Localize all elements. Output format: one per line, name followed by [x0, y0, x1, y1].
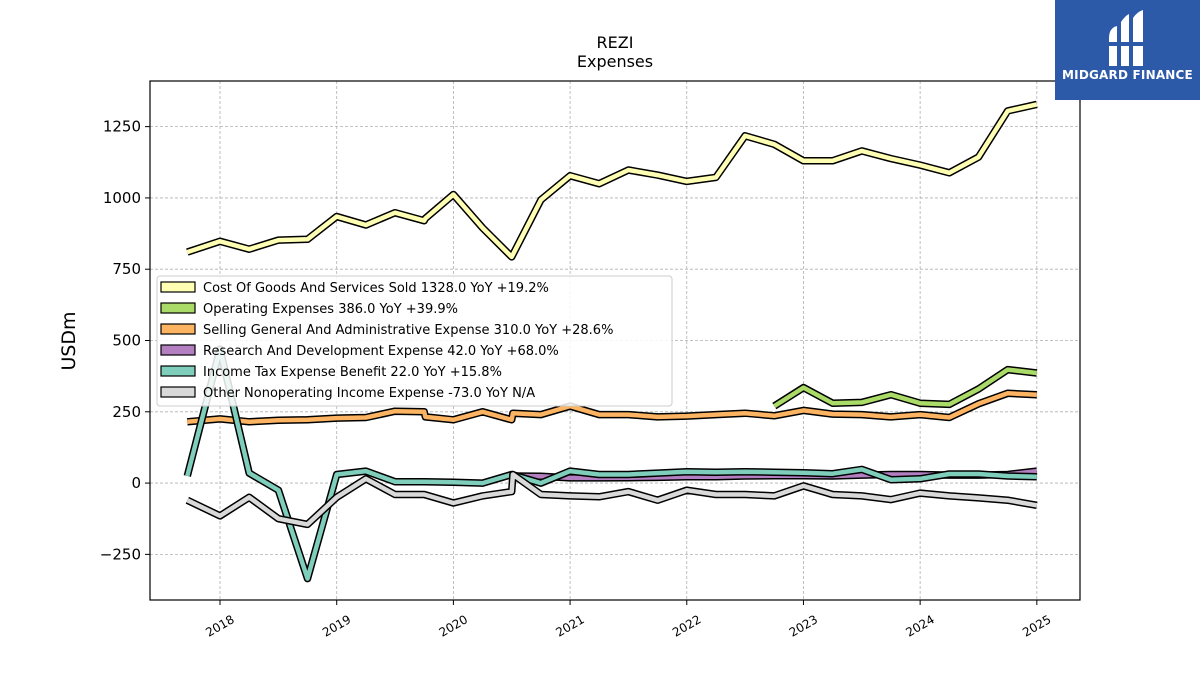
brand-name: MIDGARD FINANCE: [1062, 68, 1193, 82]
x-tick-label: 2020: [437, 612, 470, 639]
midgard-logo-icon: [1105, 10, 1147, 66]
midgard-logo: MIDGARD FINANCE: [1055, 0, 1200, 100]
series-line: [186, 102, 1038, 260]
series-5: [185, 470, 1038, 529]
series-layer: [183, 100, 1038, 583]
chart-subtitle: Expenses: [577, 52, 653, 71]
legend-swatch: [160, 323, 196, 335]
y-tick-label: 0: [131, 474, 141, 492]
x-tick-label: 2022: [670, 612, 703, 639]
y-tick-label: −250: [100, 545, 141, 563]
legend-swatch: [160, 281, 196, 293]
x-tick-label: 2023: [787, 612, 820, 639]
y-axis-label: USDm: [58, 311, 80, 370]
legend-swatch: [160, 302, 196, 314]
legend: Cost Of Goods And Services Sold 1328.0 Y…: [156, 275, 673, 407]
x-tick-label: 2025: [1020, 612, 1053, 639]
series-2: [186, 389, 1037, 426]
y-tick-label: 1000: [103, 189, 141, 207]
series-line: [187, 391, 1037, 425]
y-tick-label: 750: [112, 260, 141, 278]
x-tick-label: 2019: [320, 612, 353, 639]
series-line: [773, 367, 1038, 409]
legend-label: Income Tax Expense Benefit 22.0 YoY +15.…: [203, 365, 502, 380]
legend-swatch: [160, 386, 196, 398]
series-line: [185, 346, 1037, 581]
legend-label: Research And Development Expense 42.0 Yo…: [203, 344, 559, 359]
legend-box: [156, 275, 673, 407]
y-tick-label: 250: [112, 403, 141, 421]
x-tick-label: 2018: [203, 612, 236, 639]
series-0: [186, 100, 1038, 261]
y-tick-label: 1250: [103, 118, 141, 136]
series-1: [772, 365, 1038, 410]
legend-swatch: [160, 365, 196, 377]
x-tick-label: 2024: [903, 612, 936, 639]
legend-label: Operating Expenses 386.0 YoY +39.9%: [203, 302, 458, 317]
legend-label: Selling General And Administrative Expen…: [203, 323, 613, 338]
legend-label: Other Nonoperating Income Expense -73.0 …: [203, 386, 535, 401]
legend-swatch: [160, 344, 196, 356]
x-tick-label: 2021: [553, 612, 586, 639]
series-4: [183, 345, 1037, 583]
chart-title: REZI: [597, 33, 634, 52]
y-tick-label: 500: [112, 332, 141, 350]
legend-label: Cost Of Goods And Services Sold 1328.0 Y…: [203, 281, 549, 296]
series-line: [186, 472, 1038, 527]
